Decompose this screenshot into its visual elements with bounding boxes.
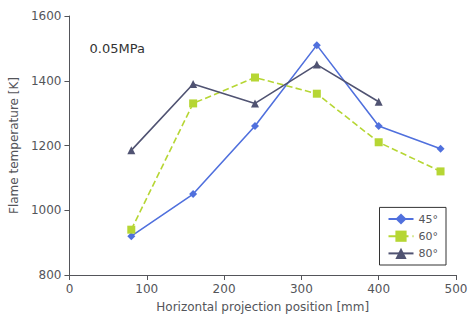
svg-text:800: 800	[39, 268, 62, 282]
svg-text:1000: 1000	[31, 203, 62, 217]
svg-text:1400: 1400	[31, 74, 62, 88]
svg-text:80°: 80°	[419, 247, 439, 260]
svg-text:300: 300	[290, 282, 313, 296]
svg-text:1200: 1200	[31, 139, 62, 153]
svg-text:200: 200	[213, 282, 236, 296]
svg-text:Horizontal projection position: Horizontal projection position [mm]	[156, 300, 369, 314]
svg-text:500: 500	[445, 282, 468, 296]
svg-text:100: 100	[135, 282, 158, 296]
svg-text:1600: 1600	[31, 9, 62, 23]
svg-text:60°: 60°	[419, 230, 439, 243]
svg-text:400: 400	[367, 282, 390, 296]
svg-text:0.05MPa: 0.05MPa	[90, 41, 145, 56]
svg-text:Flame temperature [K]: Flame temperature [K]	[7, 77, 21, 214]
svg-text:45°: 45°	[419, 213, 439, 226]
svg-text:0: 0	[66, 282, 74, 296]
